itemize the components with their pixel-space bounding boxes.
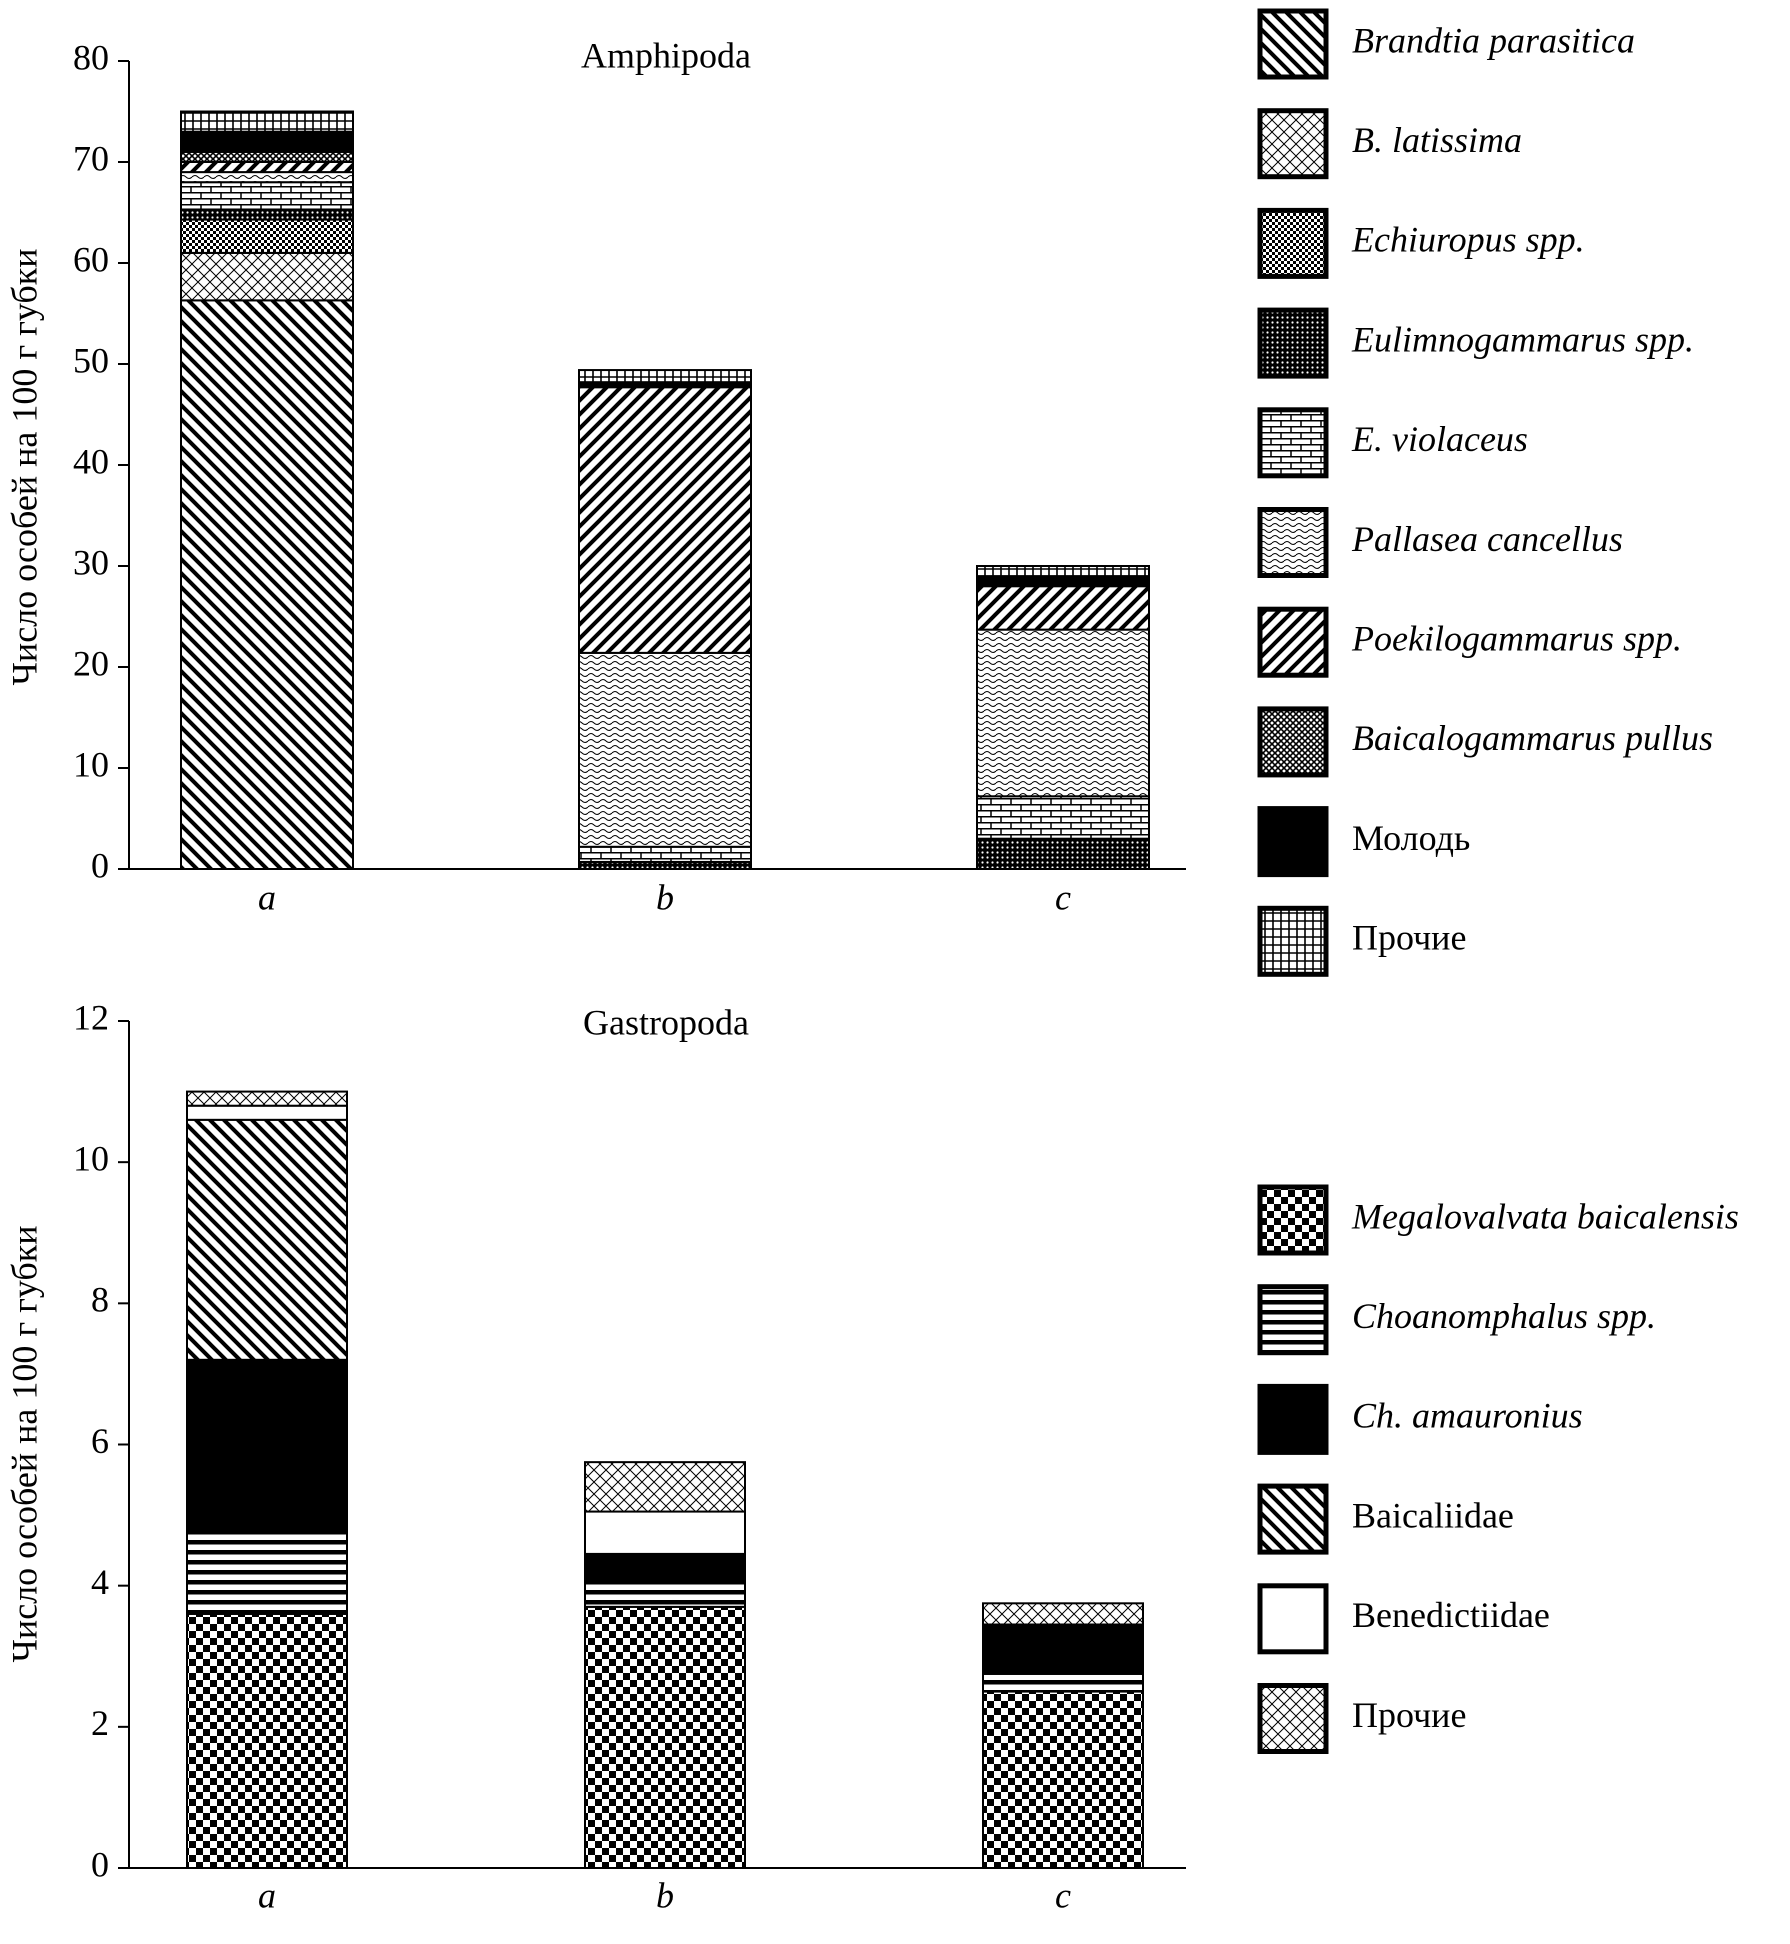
- chart-title: Amphipoda: [581, 35, 751, 75]
- bar-segment: [578, 386, 752, 654]
- legend-swatch: [1257, 1184, 1329, 1256]
- bar-segment: [584, 1510, 746, 1555]
- y-tick-label: 40: [73, 441, 109, 481]
- bar-segment: [976, 837, 1150, 871]
- legend-label: Poekilogammarus spp.: [1351, 618, 1682, 658]
- bar-segment: [186, 1528, 348, 1615]
- legend-swatch: [1257, 108, 1329, 180]
- bar-segment: [186, 1090, 348, 1107]
- bar-segment: [578, 651, 752, 848]
- bar-segment: [976, 628, 1150, 798]
- bar-segment: [584, 1581, 746, 1608]
- bar-segment: [180, 218, 354, 254]
- x-tick-label: a: [258, 1875, 276, 1915]
- legend-swatch: [1257, 1284, 1329, 1356]
- y-tick-label: 30: [73, 542, 109, 582]
- bar-segment: [180, 181, 354, 211]
- x-tick-label: c: [1055, 1875, 1071, 1915]
- y-axis-label: Число особей на 100 г губки: [4, 1226, 44, 1663]
- legend-swatch: [1257, 1583, 1329, 1655]
- legend-swatch: [1257, 1683, 1329, 1754]
- legend-label: Прочие: [1352, 918, 1466, 958]
- bar-segment: [578, 369, 752, 384]
- bar-segment: [186, 1104, 348, 1121]
- legend-label: Pallasea cancellus: [1351, 519, 1623, 559]
- legend-label: Benedictiidae: [1352, 1595, 1550, 1635]
- bar-segment: [584, 1461, 746, 1513]
- bar-segment: [186, 1612, 348, 1870]
- legend-swatch: [1257, 1383, 1329, 1455]
- bar-segment: [180, 208, 354, 221]
- bar-segment: [584, 1552, 746, 1584]
- legend-label: Baicalogammarus pullus: [1352, 718, 1713, 758]
- y-tick-label: 10: [73, 1138, 109, 1178]
- y-tick-label: 60: [73, 239, 109, 279]
- bar-segment: [180, 110, 354, 133]
- legend-swatch: [1257, 407, 1329, 479]
- bar-segment: [584, 1605, 746, 1869]
- y-tick-label: 50: [73, 340, 109, 380]
- y-tick-label: 20: [73, 643, 109, 683]
- bar-segment: [578, 845, 752, 863]
- legend-swatch: [1257, 806, 1329, 878]
- y-tick-label: 2: [91, 1703, 109, 1743]
- y-tick-label: 0: [91, 845, 109, 885]
- bar-segment: [180, 161, 354, 174]
- legend-label: Прочие: [1352, 1695, 1466, 1735]
- bar-segment: [982, 1602, 1144, 1626]
- y-tick-label: 6: [91, 1421, 109, 1461]
- legend-swatch: [1257, 307, 1329, 379]
- legend-label: Brandtia parasitica: [1352, 20, 1635, 60]
- bar-segment: [186, 1118, 348, 1361]
- legend-label: Choanomphalus spp.: [1352, 1296, 1656, 1336]
- legend-label: E. violaceus: [1351, 419, 1528, 459]
- bar-segment: [180, 130, 354, 153]
- bar-segment: [578, 860, 752, 870]
- legend-swatch: [1257, 1483, 1329, 1555]
- legend-swatch: [1257, 706, 1329, 778]
- legend-label: Ch. amauronius: [1352, 1396, 1583, 1436]
- bar-segment: [976, 795, 1150, 840]
- bar-segment: [180, 299, 354, 870]
- y-tick-label: 80: [73, 37, 109, 77]
- bar-segment: [976, 565, 1150, 578]
- y-tick-label: 70: [73, 138, 109, 178]
- legend-swatch: [1257, 8, 1329, 80]
- legend-label: Молодь: [1352, 818, 1470, 858]
- y-axis-label: Число особей на 100 г губки: [4, 249, 44, 686]
- legend-swatch: [1257, 606, 1329, 678]
- legend-swatch: [1257, 905, 1329, 977]
- bar-segment: [180, 150, 354, 163]
- bar-segment: [982, 1623, 1144, 1675]
- bar-segment: [982, 1690, 1144, 1869]
- bar-segment: [186, 1358, 348, 1531]
- bar-segment: [982, 1672, 1144, 1693]
- x-tick-label: b: [656, 877, 674, 917]
- legend-label: Baicaliidae: [1352, 1495, 1514, 1535]
- x-tick-label: b: [656, 1875, 674, 1915]
- legend-swatch: [1257, 507, 1329, 578]
- y-tick-label: 10: [73, 744, 109, 784]
- legend-label: Eulimnogammarus spp.: [1351, 319, 1694, 359]
- legend-label: Megalovalvata baicalensis: [1351, 1196, 1739, 1236]
- legend-label: B. latissima: [1352, 120, 1522, 160]
- legend-swatch: [1257, 207, 1329, 279]
- bar-segment: [180, 251, 354, 302]
- x-tick-label: a: [258, 877, 276, 917]
- bar-segment: [976, 575, 1150, 588]
- y-tick-label: 12: [73, 997, 109, 1037]
- legend-label: Echiuropus spp.: [1351, 220, 1585, 260]
- y-tick-label: 4: [91, 1562, 109, 1602]
- y-tick-label: 0: [91, 1844, 109, 1884]
- y-tick-label: 8: [91, 1280, 109, 1320]
- chart-title: Gastropoda: [583, 1002, 749, 1042]
- x-tick-label: c: [1055, 877, 1071, 917]
- bar-segment: [976, 585, 1150, 631]
- bar-segment: [180, 171, 354, 184]
